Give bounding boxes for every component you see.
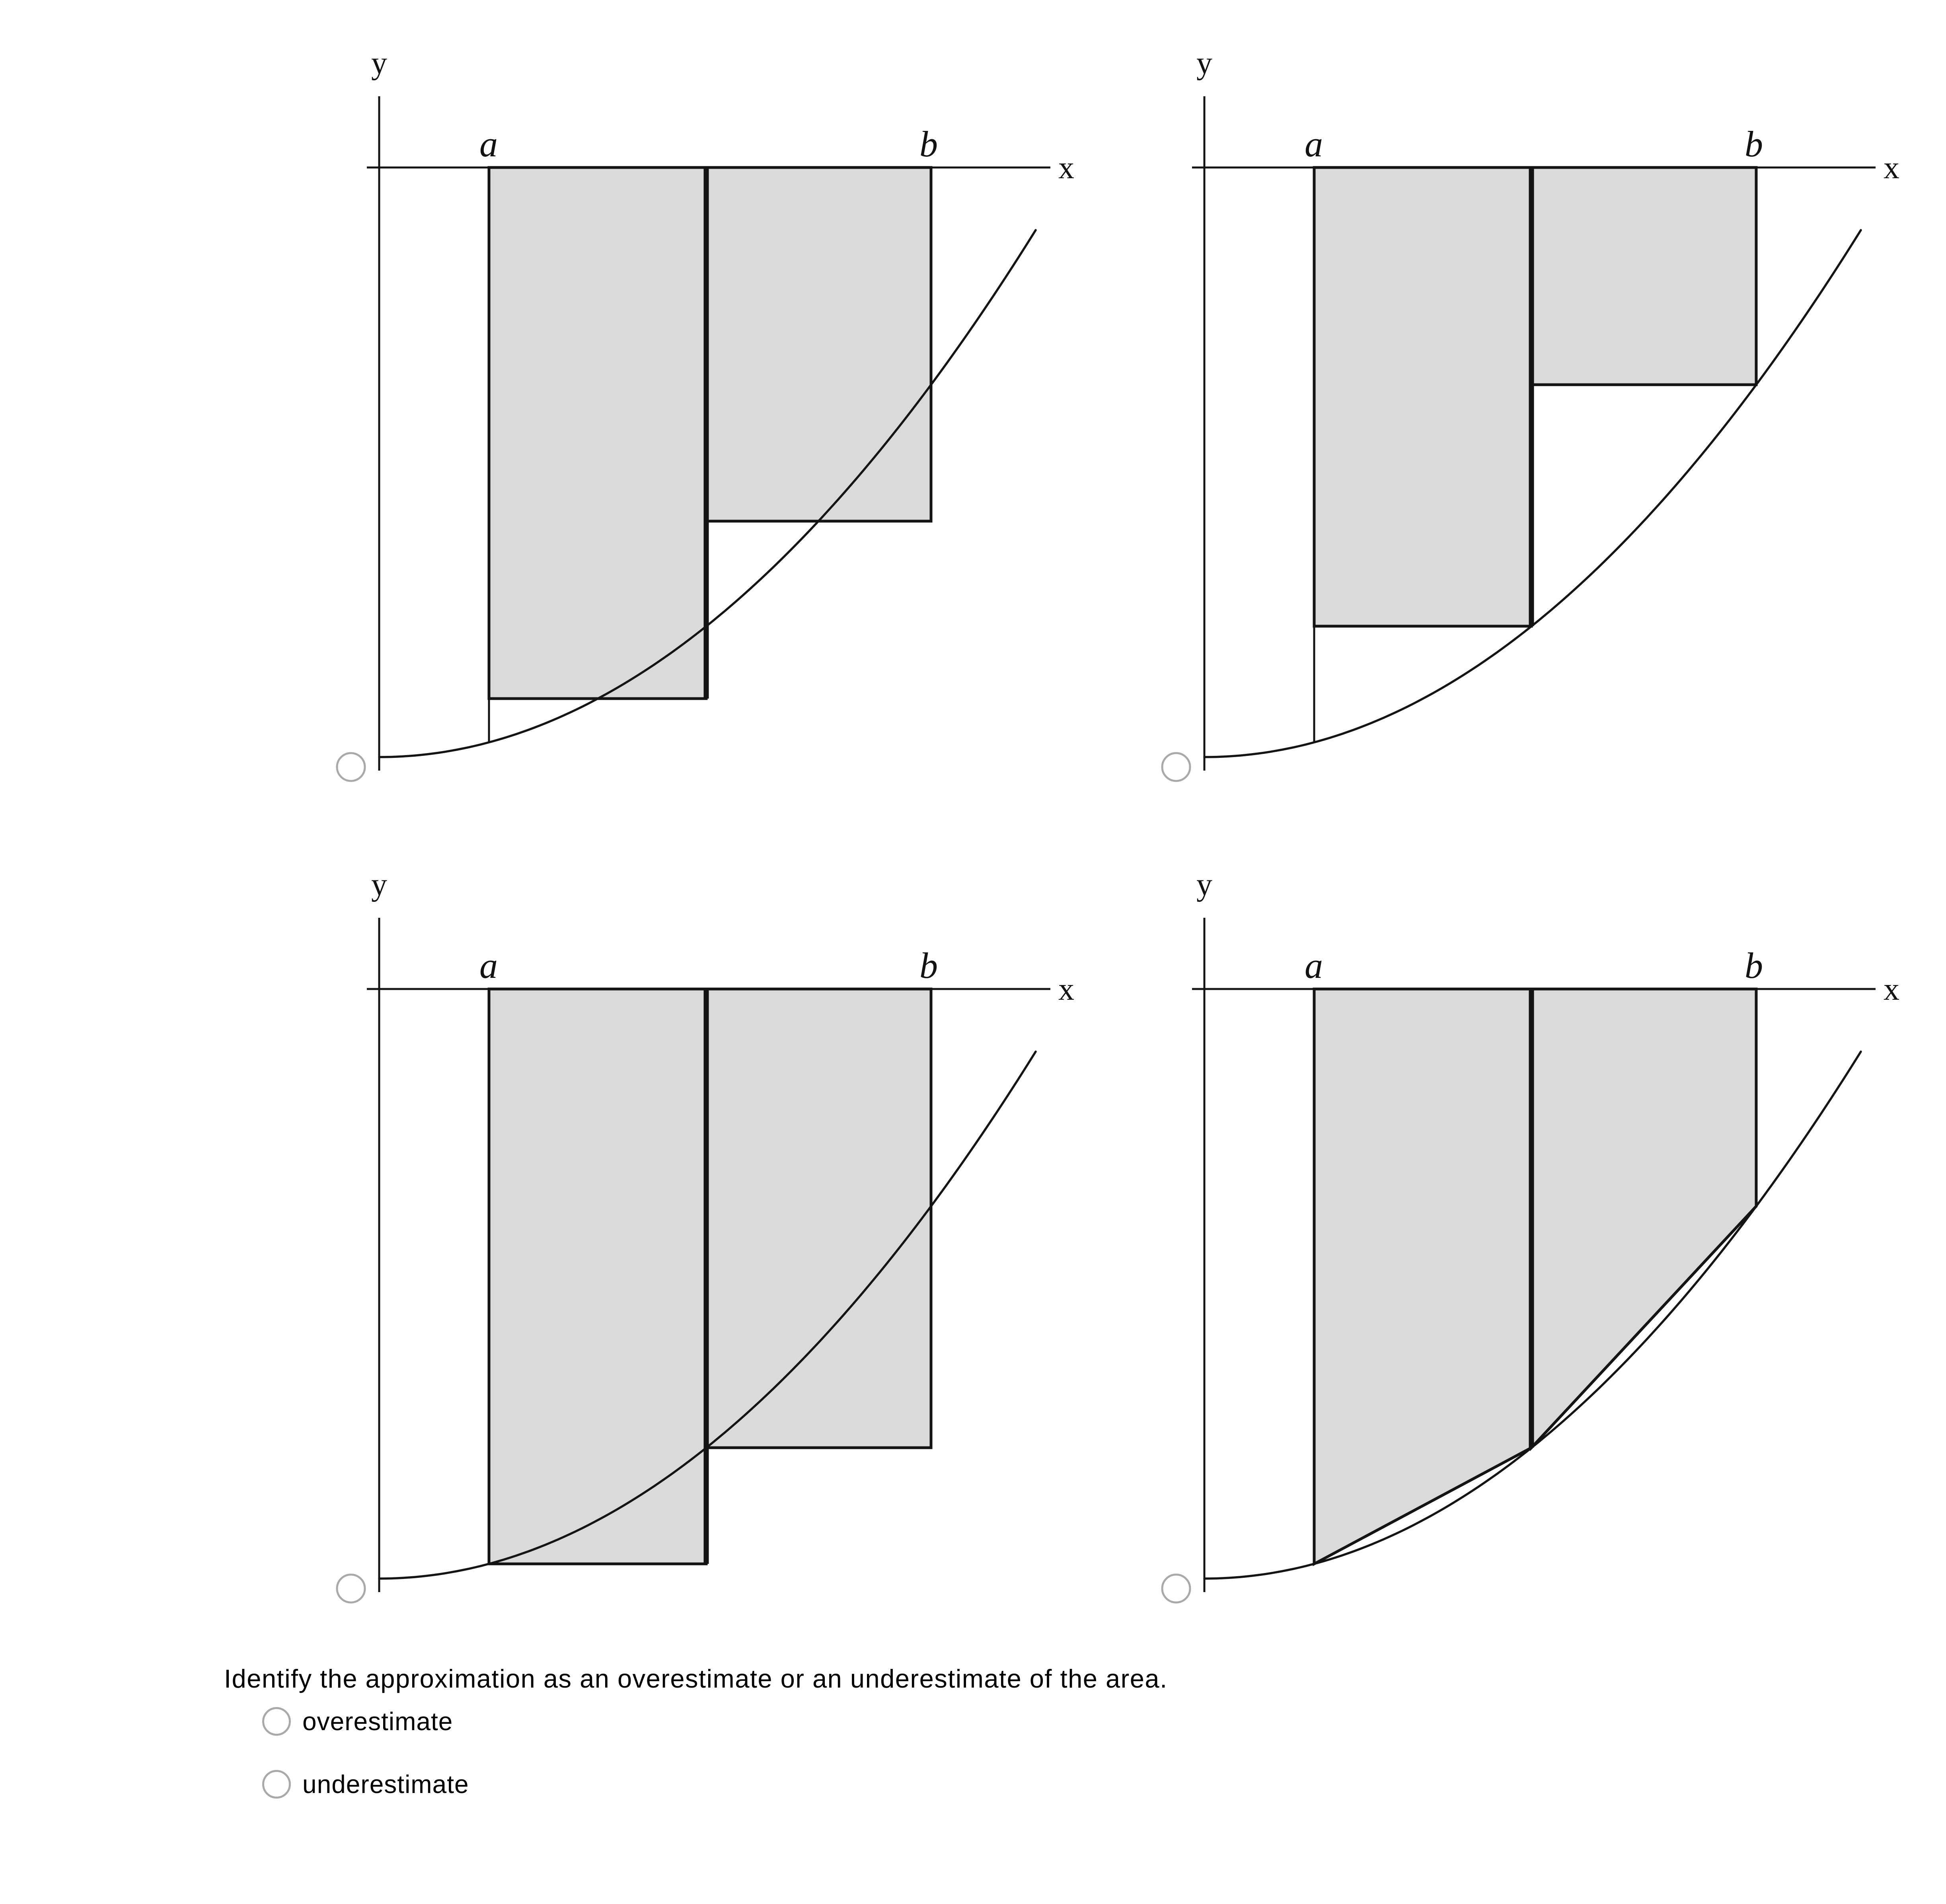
option-row-overestimate: overestimate <box>262 1707 453 1736</box>
y-axis-label: y <box>1196 867 1212 902</box>
diagram-right-endpoint-approximation: a b x y <box>1161 46 1899 782</box>
function-curve <box>1203 1050 1862 1580</box>
interval-label-b: b <box>919 124 938 164</box>
x-axis-label: x <box>1058 972 1074 1007</box>
diagram-radio-bottom-left[interactable] <box>336 1573 366 1604</box>
x-axis-label: x <box>1884 972 1899 1007</box>
diagram-left-endpoint-approximation: a b x y <box>336 867 1074 1604</box>
x-axis-label: x <box>1058 150 1074 185</box>
diagram-radio-top-right[interactable] <box>1161 752 1191 782</box>
interval-label-b: b <box>919 945 938 986</box>
y-axis-label: y <box>371 46 387 81</box>
diagram-radio-bottom-right[interactable] <box>1161 1573 1191 1604</box>
interval-label-b: b <box>1745 124 1763 164</box>
function-curve <box>378 229 1037 758</box>
overestimate-label: overestimate <box>302 1707 453 1736</box>
underestimate-label: underestimate <box>302 1770 469 1799</box>
question-text: Identify the approximation as an overest… <box>224 1664 1168 1693</box>
shaded-region-1 <box>487 987 708 1565</box>
x-axis-label: x <box>1884 150 1899 185</box>
underestimate-radio[interactable] <box>262 1770 291 1799</box>
y-axis-label: y <box>371 867 387 902</box>
diagram-midpoint-approximation: a b x y <box>336 46 1074 782</box>
function-curve <box>1203 229 1862 758</box>
option-row-underestimate: underestimate <box>262 1770 469 1799</box>
interval-label-a: a <box>479 124 498 164</box>
shaded-region-2 <box>705 987 933 1449</box>
diagram-trapezoid-approximation: a b x y <box>1161 867 1899 1604</box>
shaded-region-2 <box>1530 166 1758 386</box>
y-axis-label: y <box>1196 46 1212 81</box>
overestimate-radio[interactable] <box>262 1707 291 1736</box>
function-curve <box>378 1050 1037 1580</box>
interval-label-a: a <box>1305 124 1323 164</box>
shaded-region-2 <box>1530 987 1758 1451</box>
shaded-region-1 <box>1313 987 1533 1566</box>
interval-label-a: a <box>479 945 498 986</box>
interval-label-b: b <box>1745 945 1763 986</box>
diagram-radio-top-left[interactable] <box>336 752 366 782</box>
shaded-region-1 <box>1313 166 1533 628</box>
shaded-region-1 <box>487 166 708 700</box>
interval-label-a: a <box>1305 945 1323 986</box>
shaded-region-2 <box>705 166 933 523</box>
